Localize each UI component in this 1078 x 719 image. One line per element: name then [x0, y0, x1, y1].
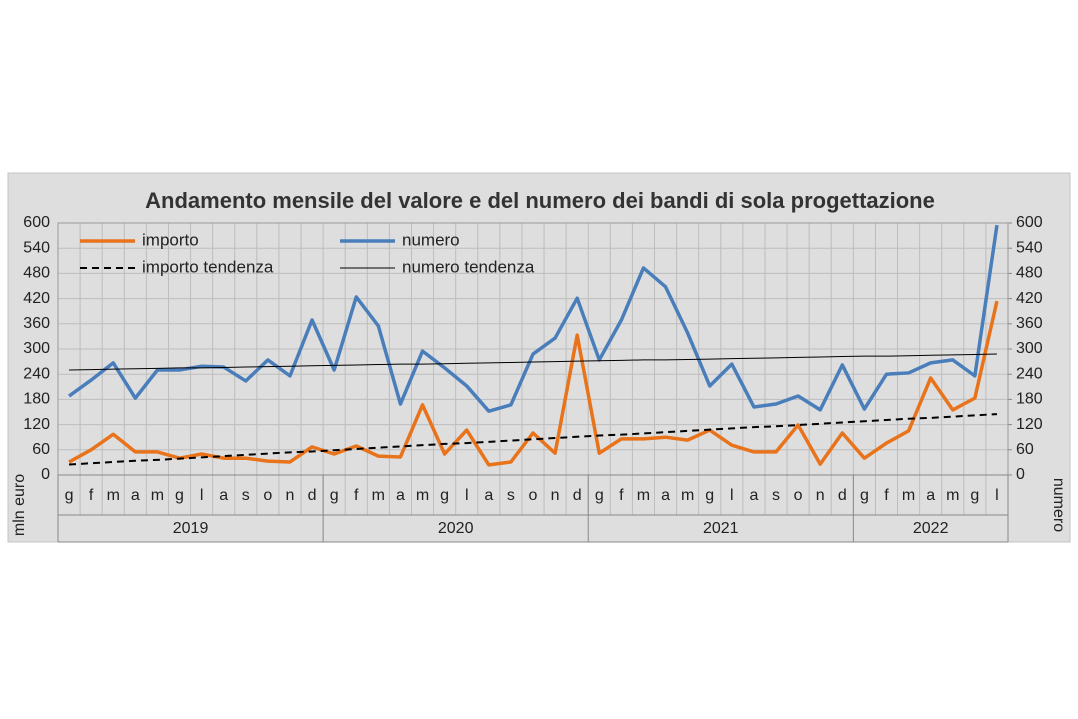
y2-axis-label: numero	[1050, 478, 1067, 532]
year-label: 2021	[703, 520, 739, 537]
x-tick-label: o	[263, 487, 272, 504]
series-line	[69, 353, 997, 371]
y2-tick-label: 420	[1016, 290, 1043, 307]
x-tick-label: l	[730, 487, 734, 504]
x-tick-label: s	[772, 487, 780, 504]
x-tick-label: d	[308, 487, 317, 504]
x-tick-label: m	[416, 487, 429, 504]
series-line	[68, 300, 999, 467]
x-tick-label: a	[926, 487, 935, 504]
x-tick-label: a	[484, 487, 493, 504]
x-tick-label: s	[242, 487, 250, 504]
x-tick-label: m	[902, 487, 915, 504]
y-tick-label: 540	[23, 239, 50, 256]
x-tick-label: m	[151, 487, 164, 504]
y2-tick-label: 180	[1016, 391, 1043, 408]
panel	[7, 172, 1071, 543]
x-tick-label: o	[794, 487, 803, 504]
x-tick-label: l	[995, 487, 999, 504]
y-tick-label: 0	[41, 466, 50, 483]
legend-label: importo	[142, 230, 199, 249]
chart-title: Andamento mensile del valore e del numer…	[145, 188, 935, 213]
y-tick-label: 240	[23, 365, 50, 382]
x-tick-label: m	[681, 487, 694, 504]
x-tick-label: a	[661, 487, 670, 504]
x-tick-label: a	[131, 487, 140, 504]
x-tick-label: g	[440, 487, 449, 504]
x-tick-label: a	[749, 487, 758, 504]
x-tick-label: a	[396, 487, 405, 504]
y-tick-label: 360	[23, 315, 50, 332]
x-tick-label: n	[551, 487, 560, 504]
x-tick-label: a	[219, 487, 228, 504]
y2-tick-label: 60	[1016, 441, 1034, 458]
x-tick-label: f	[89, 487, 94, 504]
year-label: 2019	[173, 520, 209, 537]
y-tick-label: 180	[23, 391, 50, 408]
x-tick-label: g	[65, 487, 74, 504]
year-label: 2020	[438, 520, 474, 537]
x-tick-label: s	[507, 487, 515, 504]
x-tick-label: m	[372, 487, 385, 504]
x-tick-label: m	[107, 487, 120, 504]
x-tick-label: f	[884, 487, 889, 504]
x-tick-label: o	[529, 487, 538, 504]
y2-tick-label: 600	[1016, 214, 1043, 231]
x-tick-label: f	[354, 487, 359, 504]
x-tick-label: m	[946, 487, 959, 504]
x-tick-label: d	[573, 487, 582, 504]
x-tick-label: d	[838, 487, 847, 504]
legend-label: numero tendenza	[402, 257, 535, 276]
legend-label: numero	[402, 230, 460, 249]
y-axis-label: mln euro	[11, 474, 28, 536]
year-label: 2022	[913, 520, 949, 537]
legend-label: importo tendenza	[142, 257, 274, 276]
y2-tick-label: 0	[1016, 466, 1025, 483]
y-tick-label: 600	[23, 214, 50, 231]
y-tick-label: 480	[23, 265, 50, 282]
x-tick-label: l	[200, 487, 204, 504]
x-tick-label: g	[175, 487, 184, 504]
y-tick-label: 120	[23, 416, 50, 433]
x-tick-label: g	[705, 487, 714, 504]
y-tick-label: 60	[32, 441, 50, 458]
x-tick-label: g	[595, 487, 604, 504]
y2-tick-label: 540	[1016, 239, 1043, 256]
series-line	[68, 413, 998, 466]
y2-tick-label: 120	[1016, 416, 1043, 433]
y2-tick-label: 360	[1016, 315, 1043, 332]
x-tick-label: g	[860, 487, 869, 504]
x-tick-label: m	[637, 487, 650, 504]
x-tick-label: l	[465, 487, 469, 504]
x-tick-label: f	[619, 487, 624, 504]
x-tick-label: g	[330, 487, 339, 504]
y2-tick-label: 240	[1016, 365, 1043, 382]
y-tick-label: 300	[23, 340, 50, 357]
y2-tick-label: 300	[1016, 340, 1043, 357]
y2-tick-label: 480	[1016, 265, 1043, 282]
x-tick-label: n	[816, 487, 825, 504]
y-tick-label: 420	[23, 290, 50, 307]
x-tick-label: g	[970, 487, 979, 504]
x-tick-label: n	[286, 487, 295, 504]
